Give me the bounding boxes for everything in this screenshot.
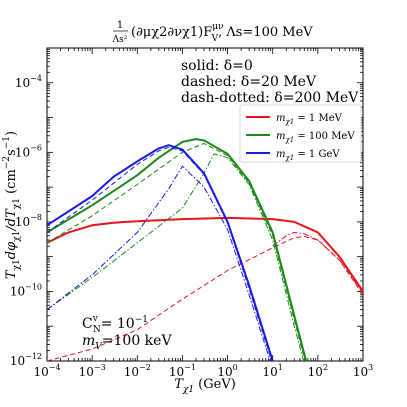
x-tick-label: 10−2 bbox=[124, 363, 151, 379]
x-tick-label: 101 bbox=[263, 363, 283, 379]
chart-title: 1 Λs² (∂μχ2∂νχ1)Fμν V, Λs=100 MeV bbox=[112, 20, 314, 45]
title-text: (∂μχ2∂νχ1)Fμν V, Λs=100 MeV bbox=[131, 22, 313, 44]
plot-frame bbox=[46, 47, 364, 362]
series-line-6 bbox=[47, 144, 274, 361]
y-tick-label: 10−8 bbox=[15, 213, 42, 229]
legend-label: mχ1 = 100 MeV bbox=[276, 131, 355, 144]
series-line-0 bbox=[47, 216, 363, 292]
series-line-5 bbox=[47, 153, 305, 361]
legend-box bbox=[239, 104, 362, 163]
legend-label: mχ1 = 1 MeV bbox=[276, 113, 343, 126]
x-tick-label: 102 bbox=[308, 363, 328, 379]
axis-ticks bbox=[46, 47, 364, 362]
x-tick-label: 100 bbox=[217, 363, 237, 379]
y-tick-label: 10−6 bbox=[15, 143, 42, 159]
title-frac-den: Λs² bbox=[112, 35, 128, 45]
annotation-coupling: Cv N= 10−1 bbox=[82, 314, 148, 335]
x-tick-label: 103 bbox=[353, 363, 373, 379]
annotation-mediator-mass: mV=100 keV bbox=[82, 333, 172, 352]
style-note-solid: solid: δ=0 bbox=[181, 58, 253, 74]
line-style-notes: solid: δ=0 dashed: δ=20 MeV dash-dotted:… bbox=[181, 58, 359, 106]
x-tick-labels: 10−4 10−3 10−2 10−1 100 101 102 103 bbox=[33, 363, 373, 379]
style-note-dashed: dashed: δ=20 MeV bbox=[181, 74, 317, 90]
y-tick-label: 10−4 bbox=[15, 74, 42, 90]
legend: mχ1 = 1 MeV mχ1 = 100 MeV mχ1 = 1 GeV bbox=[239, 104, 362, 163]
series-layer bbox=[47, 138, 363, 361]
series-line-7 bbox=[47, 146, 273, 361]
style-note-dashdotted: dash-dotted: δ=200 MeV bbox=[181, 90, 359, 106]
y-axis-label: Tχ1dφχ1/dTχ1 (cm−2s−1) bbox=[2, 131, 22, 279]
title-frac-num: 1 bbox=[117, 20, 123, 31]
legend-label: mχ1 = 1 GeV bbox=[276, 149, 340, 162]
x-axis-label: Tχ1 (GeV) bbox=[174, 377, 236, 395]
y-tick-label: 10−12 bbox=[10, 352, 42, 368]
series-line-4 bbox=[47, 143, 306, 361]
x-tick-label: 10−1 bbox=[169, 363, 196, 379]
y-tick-label: 10−10 bbox=[10, 282, 42, 298]
y-tick-labels: 10−12 10−10 10−8 10−6 10−4 bbox=[10, 74, 42, 368]
annotations: Cv N= 10−1 mV=100 keV bbox=[82, 314, 172, 352]
series-line-2 bbox=[272, 231, 363, 294]
x-tick-label: 10−3 bbox=[79, 363, 106, 379]
x-tick-label: 10−4 bbox=[33, 363, 60, 379]
series-line-8 bbox=[47, 165, 271, 361]
series-line-3 bbox=[47, 138, 308, 361]
